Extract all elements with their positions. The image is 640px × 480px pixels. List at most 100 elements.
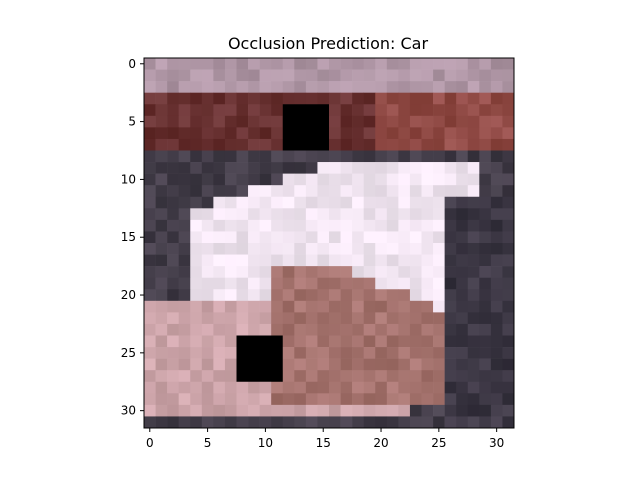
- heatmap-cell: [433, 393, 445, 406]
- heatmap-cell: [340, 312, 353, 325]
- heatmap-cell: [490, 173, 503, 186]
- heatmap-cell: [386, 231, 399, 244]
- plot-frame: [143, 57, 515, 429]
- heatmap-cell: [467, 115, 480, 128]
- heatmap-cell: [167, 138, 179, 151]
- heatmap-cell: [259, 58, 272, 70]
- heatmap-cell: [190, 277, 203, 290]
- heatmap-cell: [352, 104, 364, 117]
- heatmap-cell: [178, 416, 191, 429]
- heatmap-cell: [190, 127, 203, 140]
- heatmap-cell: [155, 347, 168, 359]
- heatmap-cell: [352, 69, 364, 82]
- heatmap-cell: [456, 150, 469, 163]
- x-tick-label: 30: [489, 436, 504, 450]
- heatmap-cell: [363, 312, 376, 325]
- heatmap-cell: [248, 173, 260, 186]
- heatmap-cell: [386, 69, 399, 82]
- heatmap-cell: [190, 231, 203, 244]
- heatmap-cell: [352, 347, 364, 359]
- heatmap-cell: [479, 162, 492, 174]
- heatmap-cell: [421, 335, 434, 348]
- heatmap-cell: [248, 127, 260, 140]
- heatmap-cell: [409, 92, 422, 105]
- heatmap-cell: [421, 138, 434, 151]
- heatmap-cell: [467, 393, 480, 406]
- heatmap-cell: [305, 266, 318, 278]
- heatmap-cell: [421, 254, 434, 267]
- heatmap-cell: [178, 312, 191, 325]
- heatmap-cell: [282, 381, 295, 394]
- occlusion-patches: [236, 104, 329, 382]
- heatmap-cell: [236, 185, 249, 198]
- heatmap-cell: [178, 300, 191, 313]
- heatmap-cell: [167, 416, 179, 429]
- heatmap-cell: [178, 323, 191, 336]
- heatmap-cell: [259, 266, 272, 278]
- heatmap-cell: [421, 127, 434, 140]
- heatmap-cell: [433, 404, 445, 417]
- heatmap-cell: [305, 300, 318, 313]
- heatmap-cell: [224, 208, 237, 221]
- heatmap-cell: [201, 277, 214, 290]
- heatmap-cell: [271, 323, 284, 336]
- heatmap-cell: [144, 335, 156, 348]
- heatmap-cell: [201, 127, 214, 140]
- heatmap-cell: [398, 254, 411, 267]
- heatmap-cell: [340, 58, 353, 70]
- heatmap-cell: [375, 150, 388, 163]
- heatmap-cell: [155, 150, 168, 163]
- heatmap-cell: [363, 58, 376, 70]
- heatmap-cell: [433, 115, 445, 128]
- heatmap-cell: [433, 58, 445, 70]
- heatmap-cell: [155, 266, 168, 278]
- heatmap-cell: [259, 173, 272, 186]
- heatmap-cell: [421, 289, 434, 302]
- heatmap-cell: [178, 254, 191, 267]
- heatmap-cell: [375, 173, 388, 186]
- heatmap-cell: [317, 208, 330, 221]
- heatmap-cell: [271, 416, 284, 429]
- heatmap-cell: [317, 266, 330, 278]
- heatmap-cell: [201, 404, 214, 417]
- heatmap-cell: [259, 381, 272, 394]
- heatmap-cell: [490, 312, 503, 325]
- heatmap-cell: [271, 127, 284, 140]
- heatmap-cell: [213, 300, 226, 313]
- heatmap-cell: [363, 381, 376, 394]
- heatmap-cell: [213, 393, 226, 406]
- y-tick-label: 25: [121, 346, 136, 360]
- heatmap-cell: [248, 69, 260, 82]
- heatmap-cell: [456, 370, 469, 383]
- heatmap-cell: [456, 289, 469, 302]
- heatmap-cell: [490, 323, 503, 336]
- heatmap-cell: [479, 312, 492, 325]
- heatmap-cell: [433, 104, 445, 117]
- heatmap-cell: [398, 185, 411, 198]
- heatmap-cell: [224, 81, 237, 93]
- heatmap-cell: [444, 219, 457, 232]
- heatmap-cell: [352, 127, 364, 140]
- heatmap-cell: [409, 81, 422, 93]
- heatmap-cell: [305, 231, 318, 244]
- heatmap-cell: [144, 92, 156, 105]
- heatmap-cell: [479, 416, 492, 429]
- heatmap-cell: [363, 289, 376, 302]
- heatmap-cell: [213, 370, 226, 383]
- heatmap-cell: [467, 185, 480, 198]
- heatmap-cell: [433, 185, 445, 198]
- heatmap-cell: [317, 381, 330, 394]
- heatmap-cell: [236, 162, 249, 174]
- heatmap-cell: [363, 393, 376, 406]
- heatmap-cell: [167, 347, 179, 359]
- heatmap-cell: [398, 69, 411, 82]
- heatmap-cell: [282, 243, 295, 255]
- heatmap-cell: [352, 254, 364, 267]
- heatmap-cell: [190, 104, 203, 117]
- heatmap-cell: [444, 416, 457, 429]
- heatmap-cell: [201, 138, 214, 151]
- heatmap-cell: [282, 162, 295, 174]
- heatmap-cell: [155, 162, 168, 174]
- heatmap-cell: [282, 185, 295, 198]
- heatmap-cell: [305, 381, 318, 394]
